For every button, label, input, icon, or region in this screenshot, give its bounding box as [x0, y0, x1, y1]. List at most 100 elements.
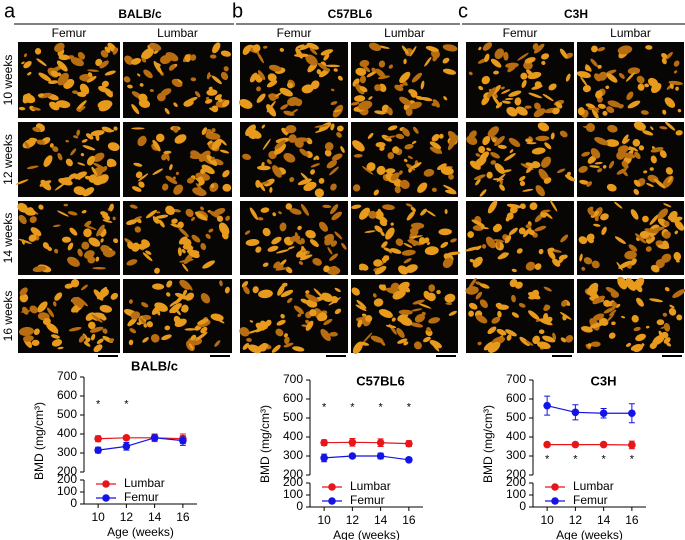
trabecula	[42, 242, 50, 249]
trabecula	[414, 313, 426, 323]
trabecula	[200, 243, 207, 251]
trabecula	[320, 328, 331, 341]
trabecula	[402, 127, 410, 137]
trabecula	[31, 107, 41, 111]
trabecula	[618, 260, 632, 269]
trabecula	[29, 216, 37, 224]
trabecula	[165, 205, 175, 216]
trabecula	[649, 342, 658, 349]
trabecula	[392, 289, 406, 300]
trabecula	[190, 150, 201, 159]
trabecula	[305, 229, 316, 239]
trabecula	[102, 219, 113, 223]
trabecula	[621, 134, 629, 144]
trabecula	[608, 332, 616, 339]
trabecula	[69, 227, 78, 236]
trabecula	[300, 298, 310, 304]
trabecula	[222, 99, 230, 107]
trabecula	[378, 45, 390, 49]
trabecula	[663, 337, 671, 344]
trabecula	[166, 280, 173, 288]
x-tick-label: 14	[374, 513, 388, 527]
trabecula	[548, 83, 557, 91]
trabecula	[664, 97, 676, 108]
trabecula	[397, 338, 408, 344]
trabecula	[54, 248, 59, 254]
ct-image	[123, 201, 232, 275]
trabecula	[100, 211, 109, 217]
trabecula	[412, 241, 418, 247]
trabecula	[248, 135, 255, 140]
trabecula	[387, 152, 395, 160]
trabecula	[468, 277, 477, 289]
trabecula	[503, 51, 509, 61]
trabecula	[149, 89, 154, 92]
trabecula	[326, 160, 337, 169]
data-point	[348, 452, 357, 460]
trabecula	[547, 247, 555, 253]
trabecula	[276, 319, 286, 326]
trabecula	[481, 95, 490, 106]
trabecula	[243, 285, 250, 295]
trabecula	[32, 127, 41, 133]
trabecula	[376, 165, 386, 175]
significance-mark: *	[350, 401, 355, 413]
trabecula	[543, 312, 549, 322]
trabecula	[89, 326, 104, 333]
trabecula	[100, 238, 104, 243]
trabecula	[178, 236, 188, 245]
trabecula	[468, 310, 474, 317]
trabecula	[409, 322, 424, 328]
trabecula	[78, 173, 84, 181]
trabecula	[283, 333, 288, 338]
trabecula	[497, 144, 507, 149]
trabecula	[197, 318, 209, 325]
trabecula	[72, 90, 79, 95]
trabecula	[82, 187, 95, 197]
y-tick-label: 200	[506, 467, 526, 481]
trabecula	[142, 337, 149, 343]
column-header: Femur	[52, 26, 87, 40]
trabecula	[384, 311, 392, 317]
trabecula	[152, 283, 165, 290]
trabecula	[438, 228, 452, 236]
trabecula	[504, 97, 514, 101]
trabecula	[526, 166, 533, 174]
ct-image	[123, 122, 232, 197]
trabecula	[179, 258, 194, 263]
trabecula	[417, 182, 428, 193]
trabecula	[427, 241, 431, 246]
trabecula	[383, 247, 392, 252]
trabecula	[646, 182, 654, 187]
trabecula	[511, 294, 516, 303]
trabecula	[222, 170, 230, 178]
trabecula	[150, 333, 160, 343]
trabecula	[281, 282, 288, 287]
trabecula	[130, 57, 142, 65]
trabecula	[289, 235, 301, 242]
ct-image	[466, 42, 574, 118]
trabecula	[137, 135, 147, 147]
trabecula	[493, 70, 499, 75]
trabecula	[665, 167, 673, 175]
ct-image	[466, 122, 576, 197]
trabecula	[113, 126, 118, 131]
trabecula	[359, 207, 371, 220]
trabecula	[631, 314, 639, 323]
trabecula	[442, 44, 458, 52]
trabecula	[555, 102, 563, 109]
trabecula	[492, 225, 500, 233]
trabecula	[93, 344, 103, 353]
trabecula	[381, 241, 388, 248]
trabecula	[256, 165, 271, 171]
trabecula	[614, 236, 626, 245]
trabecula	[385, 135, 396, 139]
trabecula	[286, 82, 294, 89]
trabecula	[424, 56, 432, 67]
trabecula	[521, 79, 527, 88]
trabecula	[246, 337, 252, 342]
trabecula	[484, 53, 490, 63]
trabecula	[211, 75, 222, 85]
trabecula	[242, 45, 251, 56]
y-tick-label: 700	[283, 372, 303, 386]
